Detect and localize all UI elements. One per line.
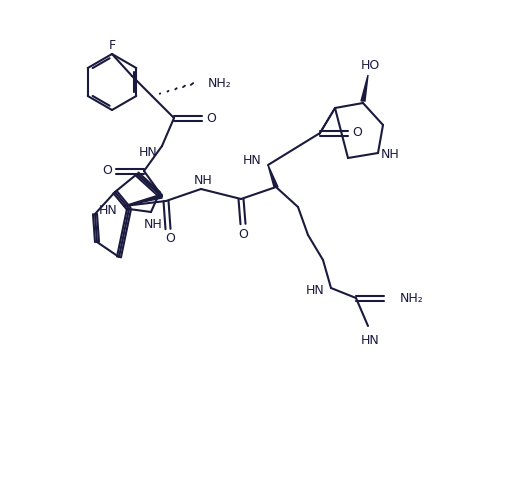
Text: O: O	[206, 112, 216, 125]
Text: O: O	[352, 126, 362, 139]
Polygon shape	[361, 75, 368, 101]
Text: O: O	[102, 164, 112, 177]
Text: NH₂: NH₂	[400, 292, 424, 305]
Text: HN: HN	[98, 203, 117, 216]
Text: HN: HN	[361, 334, 379, 347]
Text: HN: HN	[242, 154, 262, 167]
Text: HO: HO	[361, 59, 380, 72]
Text: NH: NH	[381, 148, 399, 161]
Text: HN: HN	[306, 284, 324, 297]
Polygon shape	[268, 165, 278, 187]
Text: O: O	[238, 227, 248, 240]
Polygon shape	[319, 108, 335, 135]
Text: O: O	[165, 232, 175, 245]
Text: HN: HN	[139, 145, 158, 158]
Text: NH: NH	[193, 174, 213, 187]
Polygon shape	[124, 194, 162, 206]
Text: NH: NH	[143, 217, 163, 230]
Text: NH₂: NH₂	[208, 77, 232, 90]
Text: F: F	[109, 39, 116, 52]
